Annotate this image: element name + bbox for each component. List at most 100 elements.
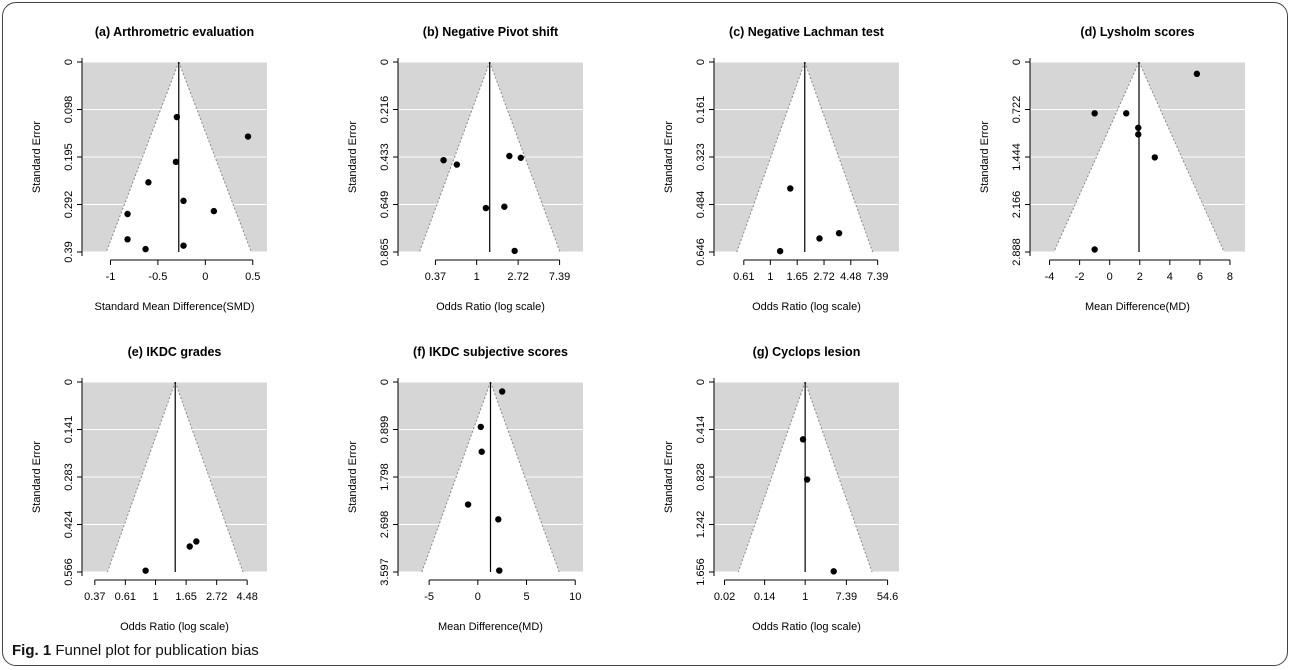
figure-label: Fig. 1 [12, 642, 52, 659]
panel-g-study-point [803, 476, 811, 483]
panel-a-study-point [210, 207, 218, 215]
panel-c-x-tick-label: 7.39 [867, 271, 888, 283]
panel-f-study-point [478, 448, 485, 455]
panel-f-y-tick-label: 0.899 [379, 416, 391, 444]
panel-b-x-axis-label: Odds Ratio (log scale) [436, 301, 545, 313]
panel-f-x-tick-label: 10 [569, 591, 581, 603]
panel-f-title: (f) IKDC subjective scores [413, 345, 568, 359]
panel-g-x-tick-label: 0.02 [714, 591, 735, 603]
panel-e-x-tick-label: 2.72 [206, 591, 227, 603]
panel-a-x-tick-label: -1 [106, 271, 116, 283]
panel-c-y-tick-label: 0.484 [695, 191, 707, 219]
panel-c-x-tick-label: 1.65 [786, 271, 807, 283]
panel-a-title: (a) Arthrometric evaluation [95, 25, 254, 39]
panel-a-y-tick-label: 0.098 [63, 96, 75, 124]
panel-e-study-point [193, 538, 200, 545]
panel-c-funnel-left-edge [736, 62, 806, 252]
panel-g-y-tick-label: 0.828 [695, 463, 707, 491]
panel-g-x-tick-label: 0.14 [754, 591, 775, 603]
panel-g-y-axis-label: Standard Error [663, 441, 675, 513]
panel-e-x-axis-label: Odds Ratio (log scale) [120, 621, 229, 633]
panel-a-y-tick-label: 0 [63, 59, 75, 65]
panel-g-funnel-left-edge [737, 382, 806, 572]
panel-e-study-point [142, 567, 149, 574]
panel-c-x-tick-label: 2.72 [813, 271, 834, 283]
panel-f-y-tick-label: 2.698 [379, 511, 391, 539]
panel-a-y-axis-label: Standard Error [31, 121, 43, 193]
panel-d-x-tick-label: -4 [1045, 271, 1055, 283]
panel-b-study-point [453, 161, 461, 168]
panel-c-study-point [776, 247, 784, 255]
panel-a-x-axis-label: Standard Mean Difference(SMD) [95, 301, 255, 313]
panel-g-x-axis-label: Odds Ratio (log scale) [752, 621, 861, 633]
panel-b-y-tick-label: 0 [379, 59, 391, 65]
panel-f-study-point [498, 388, 506, 395]
figure-caption: Fig. 1 Funnel plot for publication bias [12, 642, 259, 659]
panel-c-x-tick-label: 1 [767, 271, 773, 283]
panel-c-x-axis-label: Odds Ratio (log scale) [752, 301, 861, 313]
panel-d-study-point [1091, 246, 1098, 253]
panel-e-funnel-left-edge [106, 382, 176, 572]
panel-a-y-tick-label: 0.39 [63, 241, 75, 262]
panel-d-x-tick-label: -2 [1075, 271, 1085, 283]
panel-b-title: (b) Negative Pivot shift [423, 25, 559, 39]
panel-f-y-tick-label: 1.798 [379, 463, 391, 491]
panel-e-y-tick-label: 0.283 [63, 463, 75, 491]
panel-b-y-tick-label: 0.216 [379, 96, 391, 124]
panel-f-x-tick-label: 5 [523, 591, 529, 603]
figure-caption-text: Funnel plot for publication bias [55, 642, 259, 659]
panel-f-study-point [495, 516, 502, 523]
panel-g-x-tick-label: 7.39 [836, 591, 857, 603]
panel-d-x-tick-label: 4 [1167, 271, 1173, 283]
panel-d-y-tick-label: 1.444 [1011, 143, 1023, 171]
panel-a-study-point [173, 113, 181, 121]
panel-d-study-point [1091, 110, 1098, 117]
panel-f-study-point [496, 567, 503, 574]
panel-c-y-tick-label: 0 [695, 59, 707, 65]
panel-a-study-point [124, 236, 131, 243]
panel-d-study-point [1135, 124, 1142, 131]
panel-f-x-tick-label: -5 [424, 591, 434, 603]
panel-g-funnel-right-edge [804, 382, 873, 572]
panel-d-study-point [1151, 154, 1158, 161]
panel-c-title: (c) Negative Lachman test [729, 25, 885, 39]
panel-e-y-tick-label: 0.424 [63, 511, 75, 539]
panel-c-study-point [835, 229, 843, 237]
panel-f-y-tick-label: 0 [379, 379, 391, 385]
panel-g-study-point [830, 568, 837, 575]
panel-c-y-tick-label: 0.646 [695, 238, 707, 266]
panel-a-study-point [244, 133, 252, 140]
panel-c-y-tick-label: 0.323 [695, 143, 707, 171]
panel-g-y-tick-label: 1.242 [695, 511, 707, 539]
panel-a-study-point [180, 197, 187, 205]
panel-a-funnel-right-edge [178, 62, 252, 252]
panel-d-x-tick-label: 8 [1227, 271, 1233, 283]
panel-e-x-tick-label: 0.37 [84, 591, 105, 603]
panel-d-x-tick-label: 6 [1197, 271, 1203, 283]
panel-g-x-tick-label: 54.6 [877, 591, 898, 603]
panel-a-study-point [145, 179, 152, 186]
panel-b-funnel-right-edge [489, 62, 561, 252]
panel-e-y-tick-label: 0.566 [63, 558, 75, 586]
panel-d-study-point [1123, 110, 1130, 117]
panel-g-y-tick-label: 0 [695, 379, 707, 385]
panel-b-y-tick-label: 0.649 [379, 191, 391, 219]
panel-d-funnel-right-edge [1138, 62, 1225, 252]
panel-e-y-axis-label: Standard Error [31, 441, 43, 513]
panel-d-y-axis-label: Standard Error [979, 121, 991, 193]
panel-a-y-tick-label: 0.292 [63, 191, 75, 219]
panel-g-y-tick-label: 1.656 [695, 558, 707, 586]
panel-g-study-point [799, 436, 807, 443]
panel-b-study-point [517, 154, 524, 161]
panel-f-y-tick-label: 3.597 [379, 558, 391, 586]
panel-b-study-point [506, 152, 513, 160]
panel-a-x-tick-label: 0 [202, 271, 208, 283]
panel-b-y-tick-label: 0.865 [379, 238, 391, 266]
panel-e-x-tick-label: 1.65 [175, 591, 196, 603]
panel-d-x-axis-label: Mean Difference(MD) [1085, 301, 1190, 313]
panel-g-x-tick-label: 1 [802, 591, 808, 603]
panel-b-y-axis-label: Standard Error [347, 121, 359, 193]
panel-d-title: (d) Lysholm scores [1080, 25, 1194, 39]
panel-a-x-tick-label: 0.5 [245, 271, 260, 283]
panel-b-x-tick-label: 0.37 [425, 271, 446, 283]
